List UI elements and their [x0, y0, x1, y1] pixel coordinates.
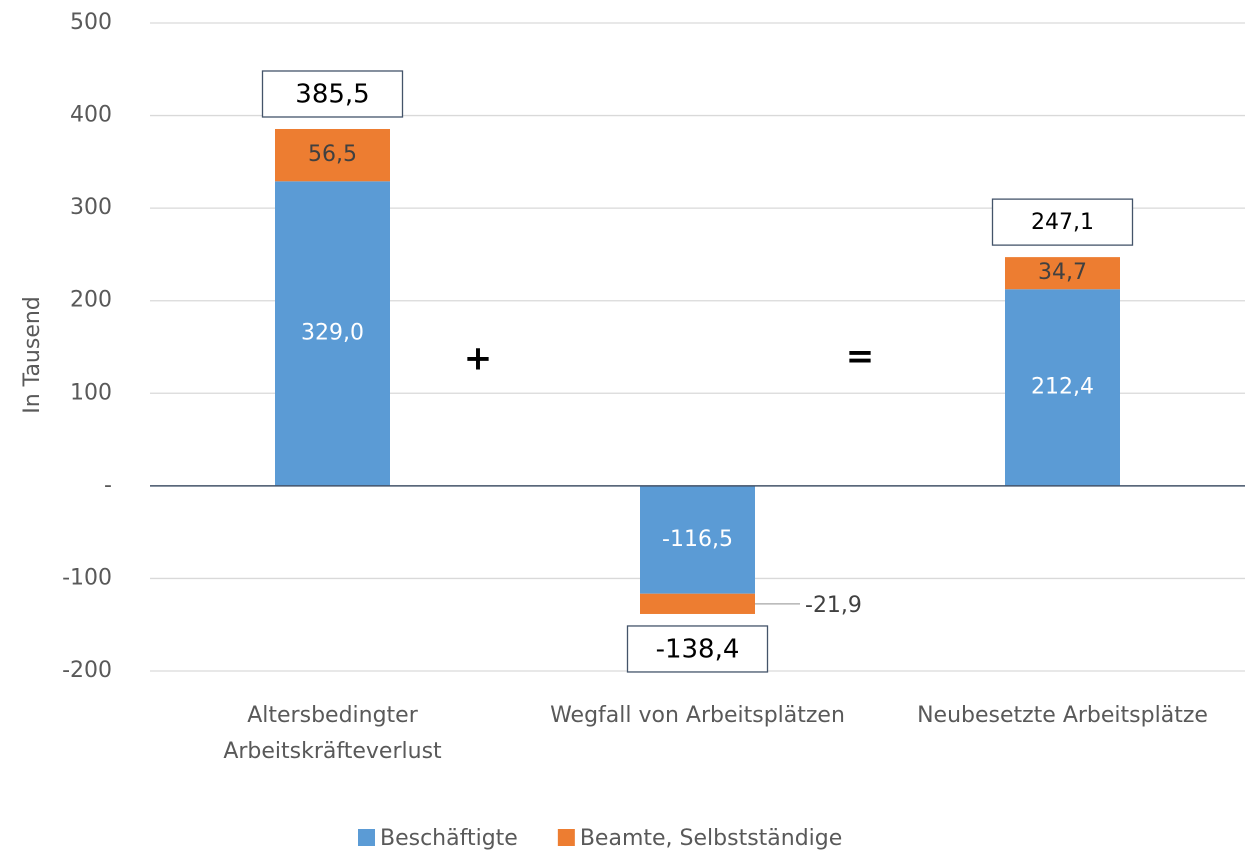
y-tick-label: - — [104, 473, 112, 498]
y-tick-label: 200 — [70, 288, 112, 313]
legend-swatch — [557, 829, 575, 846]
y-tick-label: 500 — [70, 10, 112, 35]
y-tick-label: -100 — [62, 565, 112, 590]
y-tick-label: 400 — [70, 103, 112, 128]
data-label: 56,5 — [308, 142, 357, 167]
total-label: 385,5 — [295, 79, 369, 109]
annotation: + — [464, 339, 493, 379]
x-tick-label: Wegfall von Arbeitsplätzen — [550, 703, 845, 728]
data-label: 212,4 — [1031, 375, 1094, 400]
bar-segment — [275, 128, 390, 182]
y-axis-label: In Tausend — [20, 296, 45, 414]
bar-segment — [1005, 257, 1120, 290]
total-box — [261, 70, 404, 118]
y-tick-label: 100 — [70, 380, 112, 405]
data-label: 329,0 — [301, 321, 364, 346]
data-label: -116,5 — [662, 527, 733, 552]
total-label: 247,1 — [1031, 210, 1094, 235]
annotation: = — [846, 337, 875, 377]
total-box — [991, 198, 1134, 246]
y-tick-label: -200 — [62, 658, 112, 683]
data-label: -21,9 — [805, 593, 862, 618]
bar-segment — [640, 485, 755, 594]
legend-label: Beschäftigte — [380, 826, 518, 851]
bar-segment — [640, 593, 755, 614]
legend-label: Beamte, Selbstständige — [580, 826, 842, 851]
data-label: 34,7 — [1038, 260, 1087, 285]
legend-swatch — [358, 829, 375, 846]
total-box — [626, 625, 769, 673]
total-label: -138,4 — [656, 634, 740, 664]
x-tick-label: Altersbedingter Arbeitskräfteverlust — [223, 703, 442, 764]
x-tick-label: Neubesetzte Arbeitsplätze — [917, 703, 1208, 728]
bar-segment — [1005, 289, 1120, 486]
bar-segment — [275, 181, 390, 486]
y-tick-label: 300 — [70, 195, 112, 220]
